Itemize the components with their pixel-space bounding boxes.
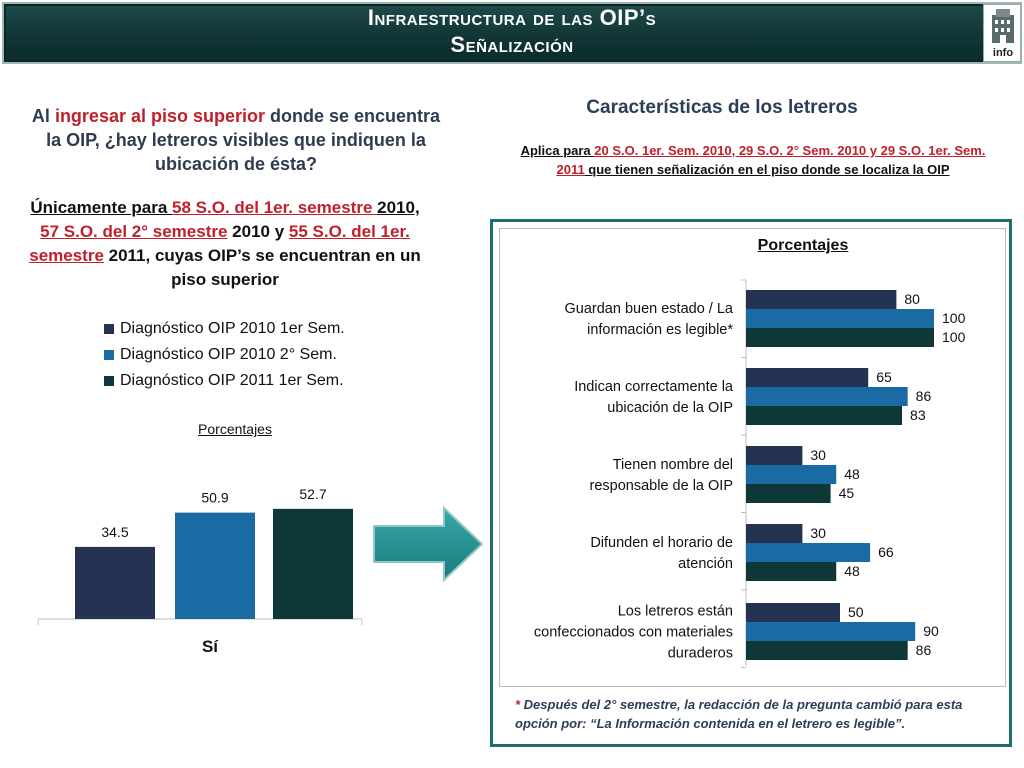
applies-r1: 20 S.O. 1er. Sem. 2010, 29 S.O. 2° Sem. … — [556, 143, 986, 177]
data-label-4-series-3: 48 — [844, 563, 860, 579]
bar-2-series-2 — [746, 387, 908, 406]
category-label-3: responsable de la OIP — [590, 478, 733, 494]
page-title: Infraestructura de las OIP’s Señalizació… — [0, 4, 1024, 58]
bar-4-series-1 — [746, 524, 803, 543]
bar-series-3 — [273, 508, 353, 619]
category-label-4: Difunden el horario de — [590, 535, 733, 551]
data-label-1-series-2: 100 — [942, 310, 966, 326]
bar-5-series-3 — [746, 641, 908, 660]
left-chart-title: Porcentajes — [198, 421, 272, 437]
category-label-2: Indican correctamente la — [574, 379, 734, 395]
bar-5-series-2 — [746, 622, 916, 641]
data-label-5-series-1: 50 — [848, 604, 864, 620]
left-bar-chart: 34.5 50.9 52.7 Sí — [37, 486, 363, 656]
legend-item-1: Diagnóstico OIP 2010 1er Sem. — [104, 316, 404, 342]
arrow-right-icon — [372, 505, 484, 583]
bar-1-series-1 — [746, 290, 897, 309]
header: Infraestructura de las OIP’s Señalizació… — [0, 0, 1024, 66]
legend-swatch-1 — [104, 324, 114, 334]
question-post: donde se encuentra la OIP, ¿hay letreros… — [46, 106, 441, 174]
right-bar-chart: Guardan buen estado / La información es l… — [534, 279, 966, 668]
applies-p2: que tienen señalización en el piso donde… — [584, 162, 950, 177]
data-label-3-series-2: 48 — [844, 466, 860, 482]
data-label-3-series-3: 45 — [839, 485, 855, 501]
legend-label-2: Diagnóstico OIP 2010 2° Sem. — [120, 346, 337, 363]
category-label-5: confeccionados con materiales — [534, 625, 733, 641]
chart-legend: Diagnóstico OIP 2010 1er Sem. Diagnóstic… — [104, 316, 404, 394]
scope-p1: Únicamente para — [30, 198, 173, 217]
legend-item-3: Diagnóstico OIP 2011 1er Sem. — [104, 368, 404, 394]
data-label-series-3: 52.7 — [299, 486, 326, 502]
legend-label-1: Diagnóstico OIP 2010 1er Sem. — [120, 320, 345, 337]
data-label-1-series-3: 100 — [942, 329, 966, 345]
data-label-2-series-2: 86 — [916, 388, 932, 404]
footnote: * Después del 2° semestre, la redacción … — [515, 695, 995, 733]
building-logo-icon — [992, 9, 1014, 43]
data-label-3-series-1: 30 — [810, 447, 826, 463]
bar-series-1 — [75, 546, 155, 619]
applies-text: Aplica para 20 S.O. 1er. Sem. 2010, 29 S… — [508, 141, 998, 179]
data-label-series-1: 34.5 — [101, 524, 128, 540]
bar-3-series-1 — [746, 446, 803, 465]
category-label-4: atención — [678, 556, 733, 572]
scope-p2: 2010, — [377, 198, 420, 217]
right-heading: Características de los letreros — [586, 97, 858, 118]
right-chart-title: Porcentajes — [757, 237, 849, 254]
page-title-line1: Infraestructura de las OIP’s — [367, 5, 657, 30]
logo-text: info — [992, 47, 1014, 59]
category-label-3: Tienen nombre del — [613, 457, 733, 473]
bar-3-series-3 — [746, 484, 831, 503]
category-label-5: Los letreros están — [618, 604, 733, 620]
footnote-text: Después del 2° semestre, la redacción de… — [515, 697, 963, 731]
info-logo: info — [983, 4, 1021, 62]
bar-1-series-3 — [746, 328, 934, 347]
category-label-2: ubicación de la OIP — [607, 400, 733, 416]
bar-series-2 — [175, 512, 255, 619]
legend-label-3: Diagnóstico OIP 2011 1er Sem. — [120, 372, 344, 389]
data-label-4-series-1: 30 — [810, 525, 826, 541]
bar-4-series-2 — [746, 543, 871, 562]
category-label: Sí — [202, 637, 219, 656]
bar-4-series-3 — [746, 562, 837, 581]
page-title-line2: Señalización — [450, 32, 574, 57]
scope-r3: 55 S.O. del 1er. semestre — [29, 222, 410, 265]
legend-swatch-3 — [104, 376, 114, 386]
data-label-5-series-3: 86 — [916, 642, 932, 658]
bar-5-series-1 — [746, 603, 840, 622]
question-pre: Al — [31, 106, 55, 126]
scope-p4: 2011, cuyas OIP’s se encuentran en un pi… — [103, 246, 421, 289]
category-label-5: duraderos — [668, 646, 733, 662]
data-label-2-series-1: 65 — [876, 369, 892, 385]
footnote-star: * — [515, 697, 524, 712]
bar-2-series-3 — [746, 406, 903, 425]
data-label-2-series-3: 83 — [910, 407, 926, 423]
header-band — [2, 2, 1022, 64]
category-label-1: Guardan buen estado / La — [565, 301, 734, 317]
data-label-5-series-2: 90 — [923, 623, 939, 639]
question-highlight: ingresar al piso superior — [54, 106, 266, 126]
legend-swatch-2 — [104, 350, 114, 360]
applies-p1: Aplica para — [520, 143, 595, 158]
data-label-series-2: 50.9 — [201, 490, 228, 506]
data-label-1-series-1: 80 — [904, 291, 920, 307]
scope-text: Únicamente para 58 S.O. del 1er. semestr… — [20, 196, 430, 292]
bar-1-series-2 — [746, 309, 934, 328]
scope-p3: 2010 y — [227, 222, 289, 241]
question-text: Al ingresar al piso superior donde se en… — [22, 104, 450, 176]
bar-2-series-1 — [746, 368, 869, 387]
scope-r2: 57 S.O. del 2° semestre — [40, 222, 228, 241]
category-label-1: información es legible* — [587, 322, 733, 338]
scope-r1: 58 S.O. del 1er. semestre — [172, 198, 378, 217]
legend-item-2: Diagnóstico OIP 2010 2° Sem. — [104, 342, 404, 368]
bar-3-series-2 — [746, 465, 837, 484]
data-label-4-series-2: 66 — [878, 544, 894, 560]
